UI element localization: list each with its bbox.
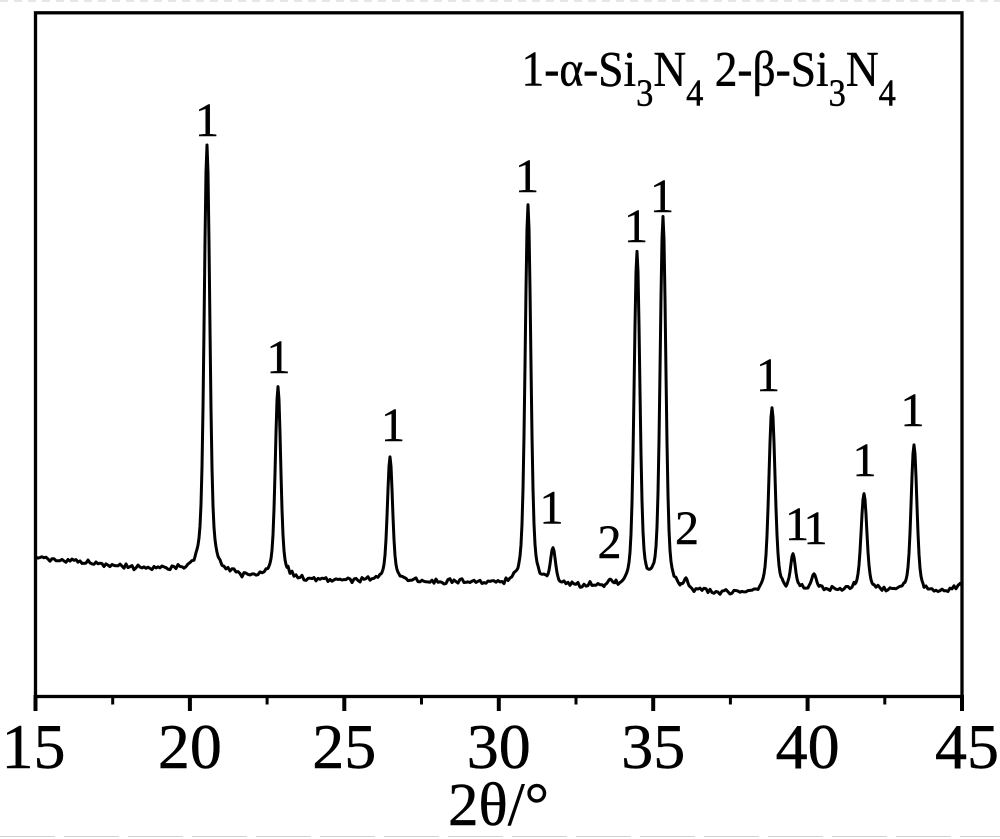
svg-text:1: 1 bbox=[650, 170, 674, 223]
svg-text:2: 2 bbox=[675, 502, 699, 555]
svg-text:1: 1 bbox=[515, 150, 539, 203]
svg-text:1: 1 bbox=[804, 502, 828, 555]
svg-text:1: 1 bbox=[901, 384, 925, 437]
svg-text:40: 40 bbox=[776, 711, 840, 782]
svg-text:1: 1 bbox=[756, 349, 780, 402]
svg-text:1: 1 bbox=[624, 200, 648, 253]
svg-text:2: 2 bbox=[598, 516, 622, 569]
svg-text:30: 30 bbox=[467, 711, 531, 782]
svg-text:1: 1 bbox=[785, 498, 809, 551]
svg-text:1: 1 bbox=[195, 94, 219, 147]
svg-text:45: 45 bbox=[935, 711, 999, 782]
svg-text:1: 1 bbox=[853, 434, 877, 487]
svg-text:35: 35 bbox=[621, 711, 685, 782]
svg-text:1: 1 bbox=[267, 331, 291, 384]
svg-text:25: 25 bbox=[312, 711, 376, 782]
svg-text:15: 15 bbox=[2, 711, 66, 782]
svg-text:2θ/°: 2θ/° bbox=[448, 772, 549, 839]
svg-text:1: 1 bbox=[381, 399, 405, 452]
svg-text:20: 20 bbox=[158, 711, 222, 782]
svg-text:1: 1 bbox=[540, 482, 564, 535]
